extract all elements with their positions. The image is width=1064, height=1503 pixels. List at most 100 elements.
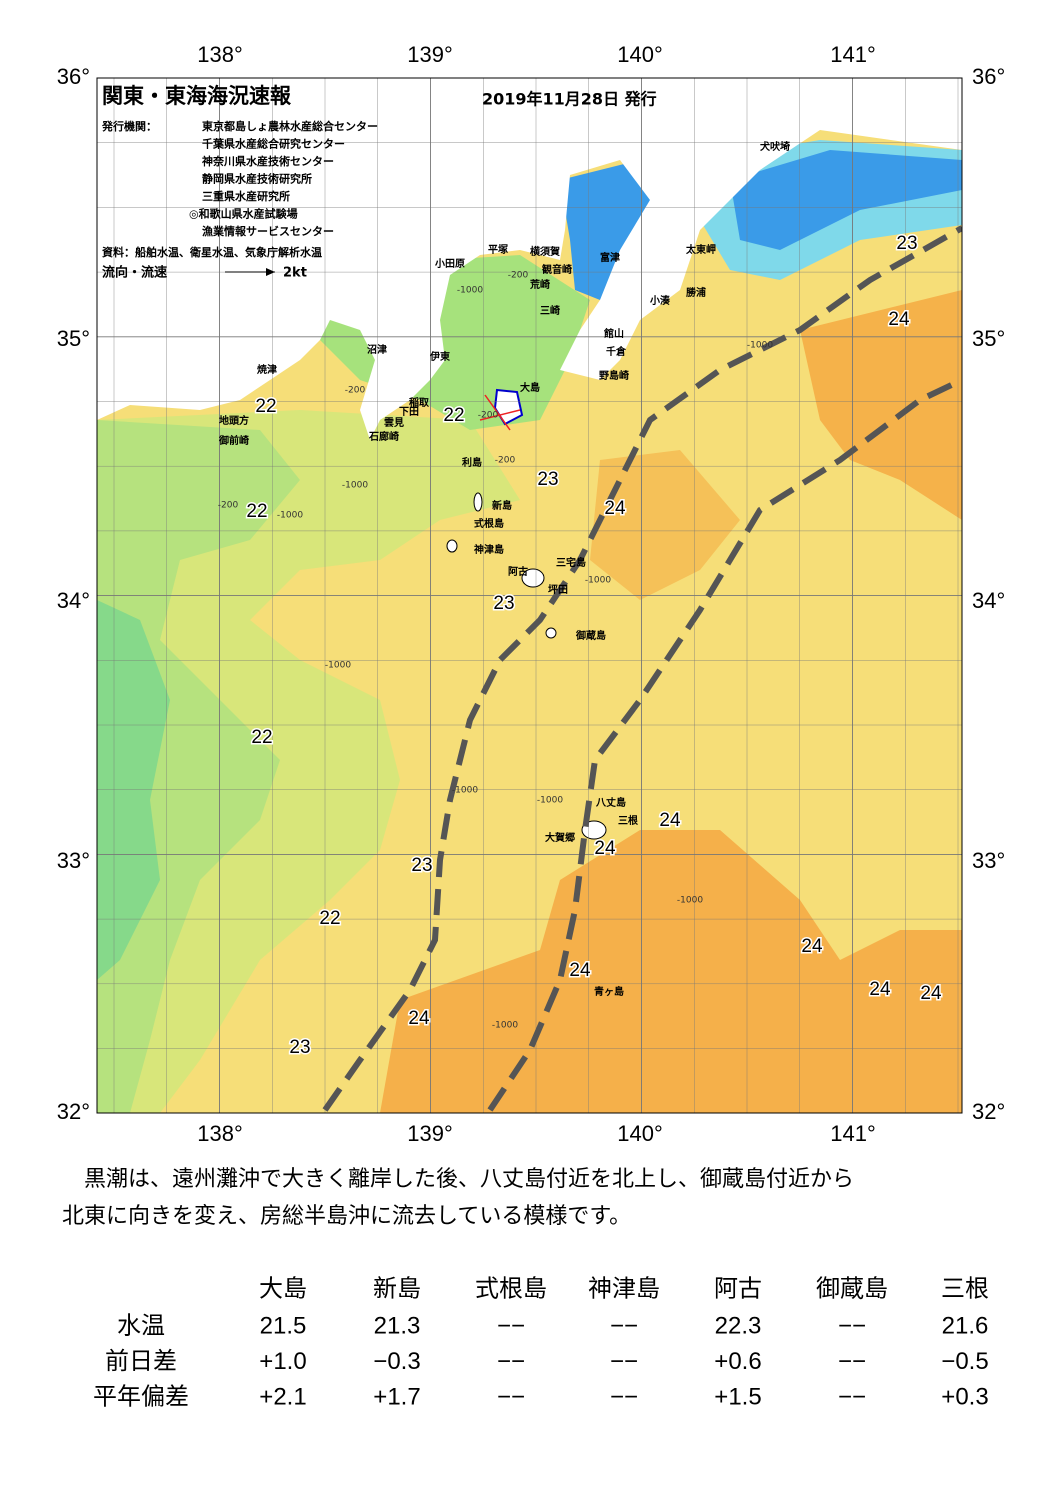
table-cell: −− <box>497 1383 525 1410</box>
place-name: 館山 <box>603 327 624 340</box>
temperature-label: 22 <box>246 501 267 522</box>
miyakejima <box>521 568 545 588</box>
table-cell: −− <box>838 1383 866 1410</box>
place-name: 三根 <box>618 814 638 827</box>
lat-label-left: 33° <box>57 848 90 873</box>
temperature-label: 22 <box>255 396 276 417</box>
place-name: 野島崎 <box>599 369 629 382</box>
temperature-label: 22 <box>443 405 464 426</box>
sea-light-green <box>97 420 300 1113</box>
table-cell: 21.3 <box>374 1312 421 1339</box>
temperature-label: 24 <box>408 1008 430 1029</box>
kuroshio-axis-south <box>487 377 962 1112</box>
depth-label: -1000 <box>277 511 303 521</box>
temperature-label: 23 <box>537 469 558 490</box>
place-name: 坪田 <box>548 583 568 596</box>
place-name: 観音崎 <box>542 263 572 276</box>
table-cell: +0.3 <box>941 1383 988 1410</box>
lat-label-right: 32° <box>972 1099 1005 1124</box>
place-name: 横須賀 <box>530 245 560 258</box>
table-cell: +0.6 <box>714 1348 761 1375</box>
depth-label: -1000 <box>747 341 773 351</box>
place-name: 御前崎 <box>218 434 249 447</box>
table-cell: +2.1 <box>259 1383 306 1410</box>
temperature-label: 24 <box>569 960 591 981</box>
temperature-label: 23 <box>896 233 917 254</box>
issuer: 東京都島しょ農林水産総合センター <box>202 119 378 133</box>
sea-orange-south <box>380 830 962 1113</box>
place-name: 新島 <box>492 499 512 512</box>
legend-speed: 2kt <box>283 266 307 281</box>
map-frame <box>96 77 963 1114</box>
place-name: 利島 <box>462 456 482 469</box>
temperature-label: 22 <box>251 727 272 748</box>
issuer: 静岡県水産技術研究所 <box>202 172 312 186</box>
place-name: 大島 <box>520 381 540 394</box>
sea-green <box>97 600 170 980</box>
table-header: 大島 <box>259 1275 307 1302</box>
lon-label-bottom: 141° <box>830 1121 876 1146</box>
place-name: 雲見 <box>384 417 404 429</box>
place-name: 石廊崎 <box>368 430 399 443</box>
place-name: 三崎 <box>540 304 560 317</box>
lon-label-top: 141° <box>830 42 876 67</box>
place-name: 太東岬 <box>685 243 716 256</box>
depth-label: -1000 <box>342 481 368 491</box>
issuer: 神奈川県水産技術センター <box>202 154 334 168</box>
place-name: 小田原 <box>434 257 465 270</box>
table-header: 新島 <box>373 1275 421 1302</box>
sagami-green <box>300 255 590 430</box>
oshima <box>493 388 524 426</box>
place-name: 大賀郷 <box>545 831 575 844</box>
depth-label: -1000 <box>452 786 478 796</box>
place-name: 伊東 <box>429 350 450 363</box>
table-row-label: 平年偏差 <box>93 1383 189 1410</box>
place-name: 神津島 <box>474 543 504 556</box>
place-name: 御蔵島 <box>575 629 606 642</box>
temperature-label: 23 <box>411 855 432 876</box>
tokyo-bay <box>560 160 665 300</box>
lat-label-left: 36° <box>57 64 90 89</box>
depth-label: -200 <box>345 386 366 396</box>
summary-line: 北東に向きを変え、房総半島沖に流去している模様です。 <box>62 1204 631 1229</box>
depth-label: -1000 <box>457 286 483 296</box>
issuer: ◎和歌山県水産試験場 <box>189 207 298 221</box>
lat-label-left: 35° <box>57 326 90 351</box>
lon-label-bottom: 139° <box>407 1121 453 1146</box>
lon-label-top: 140° <box>617 42 663 67</box>
table-row-label: 前日差 <box>105 1348 177 1375</box>
kozushima <box>446 539 458 553</box>
place-name: 八丈島 <box>595 796 626 809</box>
table-cell: 21.5 <box>260 1312 307 1339</box>
lon-label-bottom: 138° <box>197 1121 243 1146</box>
depth-label: -200 <box>495 456 516 466</box>
place-name: 焼津 <box>257 363 277 376</box>
issuer-label: 発行機関： <box>101 119 157 133</box>
place-name: 犬吠埼 <box>760 140 790 153</box>
table-header: 神津島 <box>588 1275 660 1302</box>
niijima <box>473 492 483 512</box>
map-area <box>97 78 962 1113</box>
lon-label-top: 138° <box>197 42 243 67</box>
table-cell: +1.5 <box>714 1383 761 1410</box>
lon-label-bottom: 140° <box>617 1121 663 1146</box>
place-name: 下田 <box>399 406 419 418</box>
table-cell: −0.3 <box>373 1348 420 1375</box>
current-vector <box>479 409 521 421</box>
sea-blue <box>730 150 962 250</box>
temperature-label: 24 <box>920 983 942 1004</box>
temperature-label: 24 <box>659 810 681 831</box>
title: 関東・東海海況速報 <box>102 84 292 108</box>
place-name: 稲取 <box>409 396 430 409</box>
sea-orange-north <box>590 450 740 600</box>
place-name: 地頭方 <box>219 414 249 427</box>
table-cell: +1.7 <box>373 1383 420 1410</box>
lat-label-right: 36° <box>972 64 1005 89</box>
table-cell: −0.5 <box>941 1348 988 1375</box>
temperature-label: 24 <box>604 498 626 519</box>
table-cell: −− <box>838 1348 866 1375</box>
place-name: 千倉 <box>606 345 627 358</box>
temperature-label: 24 <box>869 979 891 1000</box>
